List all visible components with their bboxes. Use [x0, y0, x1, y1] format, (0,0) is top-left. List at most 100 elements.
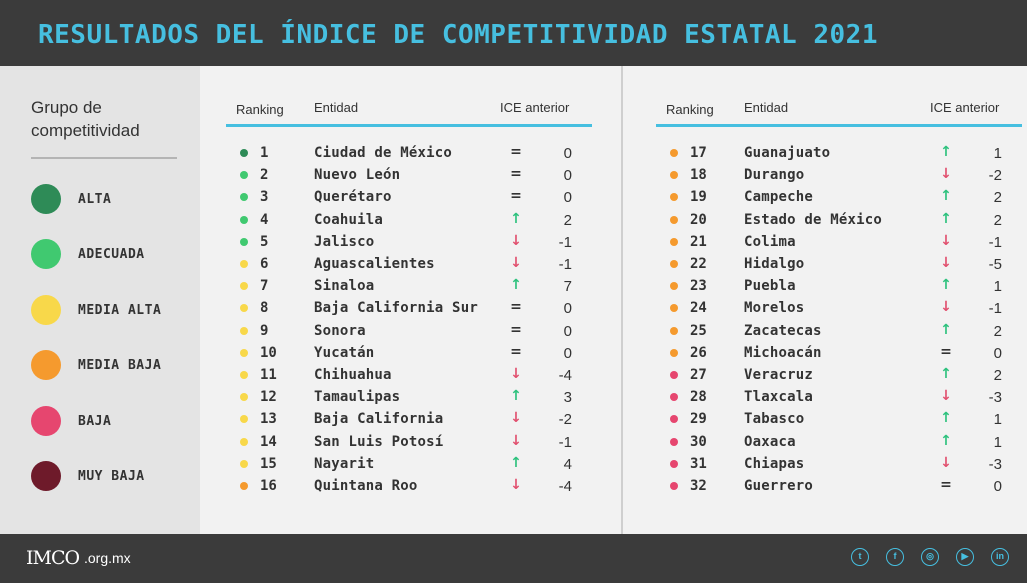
table-row: 6 Aguascalientes ↓ -1 [200, 254, 600, 276]
ice-change-value: 1 [993, 433, 1002, 451]
rank-number: 23 [690, 278, 707, 295]
ice-change-value: -5 [988, 256, 1002, 273]
equal-icon: = [510, 299, 522, 316]
table-row: 5 Jalisco ↓ -1 [200, 232, 600, 254]
state-name: Sonora [314, 322, 366, 339]
state-name: Chihuahua [314, 367, 392, 383]
arrow-down-icon: ↓ [940, 166, 952, 183]
rank-number: 32 [690, 478, 707, 494]
state-name: Veracruz [744, 367, 814, 383]
group-dot [670, 415, 678, 424]
table-row: 23 Puebla ↑ 1 [630, 276, 1027, 298]
state-name: Baja California [314, 411, 444, 428]
group-dot [240, 415, 248, 424]
footer-bar: IMCO .org.mx t f ◎ ▶ in [0, 534, 1027, 583]
legend-title-line1: Grupo de [31, 98, 102, 117]
table-row: 21 Colima ↓ -1 [630, 232, 1027, 254]
group-dot [670, 193, 678, 202]
equal-icon: = [510, 343, 522, 360]
ice-change-value: -1 [988, 300, 1002, 318]
state-name: Sinaloa [314, 278, 375, 295]
legend-label: MEDIA BAJA [78, 358, 162, 373]
group-dot [240, 304, 248, 313]
ice-change-value: -1 [558, 256, 572, 273]
linkedin-icon[interactable]: in [991, 548, 1009, 566]
group-dot [240, 193, 248, 202]
rank-number: 2 [260, 167, 269, 184]
state-name: Aguascalientes [314, 256, 435, 272]
table-row: 10 Yucatán = 0 [200, 343, 600, 365]
rank-number: 13 [260, 411, 277, 428]
table-row: 19 Campeche ↑ 2 [630, 187, 1027, 209]
legend-dot [31, 295, 61, 325]
group-dot [670, 482, 678, 490]
state-name: Querétaro [314, 189, 392, 206]
table-row: 11 Chihuahua ↓ -4 [200, 365, 600, 387]
rank-number: 15 [260, 455, 277, 472]
state-name: Guerrero [744, 478, 814, 494]
state-name: Ciudad de México [314, 145, 453, 161]
arrow-up-icon: ↑ [940, 410, 952, 427]
rank-number: 1 [260, 145, 269, 161]
state-name: Nuevo León [314, 167, 401, 184]
rank-number: 4 [260, 211, 269, 228]
legend-title-line2: competitividad [31, 121, 140, 140]
rank-number: 26 [690, 344, 707, 361]
header-entidad: Entidad [744, 100, 789, 115]
ice-change-value: 0 [563, 189, 572, 207]
state-name: Puebla [744, 278, 796, 295]
legend-divider [31, 157, 177, 159]
ice-change-value: 0 [993, 344, 1002, 362]
group-dot [670, 326, 678, 335]
rank-number: 10 [260, 344, 277, 361]
legend-panel: Grupo de competitividad ALTA ADECUADA ME… [0, 66, 200, 534]
state-name: Michoacán [744, 344, 822, 361]
rank-number: 6 [260, 256, 269, 272]
table-row: 30 Oaxaca ↑ 1 [630, 432, 1027, 454]
rank-number: 28 [690, 389, 707, 406]
legend-dot [31, 239, 61, 269]
rank-number: 29 [690, 411, 707, 428]
group-dot [240, 371, 248, 379]
state-name: Zacatecas [744, 322, 822, 339]
legend-label: ADECUADA [78, 247, 145, 262]
table-row: 7 Sinaloa ↑ 7 [200, 276, 600, 298]
state-name: Nayarit [314, 455, 375, 472]
arrow-up-icon: ↑ [510, 454, 522, 471]
arrow-down-icon: ↓ [510, 477, 522, 493]
group-dot [670, 171, 678, 180]
rank-number: 11 [260, 367, 277, 383]
instagram-icon[interactable]: ◎ [921, 548, 939, 566]
table-row: 1 Ciudad de México = 0 [200, 143, 600, 165]
equal-icon: = [940, 343, 952, 360]
header-ranking: Ranking [666, 102, 714, 117]
arrow-up-icon: ↑ [940, 321, 952, 338]
youtube-icon[interactable]: ▶ [956, 548, 974, 566]
table-row: 16 Quintana Roo ↓ -4 [200, 476, 600, 498]
group-dot [670, 260, 678, 268]
state-name: Morelos [744, 300, 805, 317]
facebook-icon[interactable]: f [886, 548, 904, 566]
state-name: Campeche [744, 189, 814, 206]
state-name: Coahuila [314, 211, 384, 228]
table-row: 25 Zacatecas ↑ 2 [630, 321, 1027, 343]
arrow-up-icon: ↑ [510, 210, 522, 227]
arrow-down-icon: ↓ [940, 454, 952, 471]
group-dot [240, 171, 248, 180]
ice-change-value: 0 [563, 300, 572, 318]
twitter-icon[interactable]: t [851, 548, 869, 566]
arrow-down-icon: ↓ [510, 366, 522, 382]
ice-change-value: -1 [558, 433, 572, 451]
state-name: Quintana Roo [314, 478, 418, 494]
ice-change-value: 3 [563, 389, 572, 407]
ice-change-value: -1 [988, 233, 1002, 251]
group-dot [240, 260, 248, 268]
legend-dot [31, 350, 61, 380]
arrow-down-icon: ↓ [510, 255, 522, 271]
column-divider [621, 66, 623, 534]
imco-logo[interactable]: IMCO [26, 547, 80, 569]
state-name: Baja California Sur [314, 300, 478, 317]
rank-number: 31 [690, 455, 707, 472]
group-dot [240, 282, 248, 291]
ice-change-value: 1 [993, 145, 1002, 162]
